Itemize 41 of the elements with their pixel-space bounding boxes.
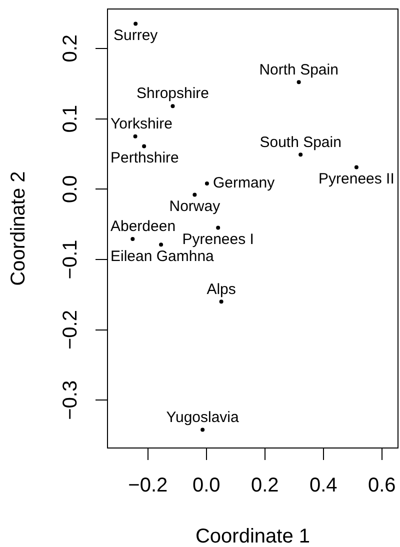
data-label: Pyrenees II xyxy=(318,170,394,188)
point xyxy=(216,226,220,230)
point xyxy=(130,237,135,242)
x-tick-label: 0.4 xyxy=(309,474,338,497)
point xyxy=(170,104,175,108)
data-label: Yugoslavia xyxy=(166,408,240,426)
data-label: Germany xyxy=(212,174,276,192)
x-tick-label: 0.2 xyxy=(250,474,279,497)
y-tick-label: 0.2 xyxy=(59,34,82,62)
data-label: Perthshire xyxy=(110,149,179,166)
data-label: Pyrenees I xyxy=(182,230,254,248)
point xyxy=(200,428,205,432)
y-tick-label: −0.2 xyxy=(59,310,82,350)
data-label: South Spain xyxy=(260,134,342,151)
y-tick-label: 0.0 xyxy=(59,175,82,204)
point xyxy=(142,144,146,148)
y-tick-label: −0.3 xyxy=(59,380,82,420)
point xyxy=(134,22,138,26)
data-label: North Spain xyxy=(259,61,338,78)
point xyxy=(159,242,164,247)
data-label: Surrey xyxy=(113,26,158,44)
point xyxy=(219,300,224,304)
x-axis-title: Coordinate 1 xyxy=(195,526,310,547)
x-tick-label: 0.0 xyxy=(192,474,220,497)
y-axis-title: Coordinate 2 xyxy=(8,171,30,286)
y-tick-label: −0.1 xyxy=(59,240,82,280)
point xyxy=(204,181,209,186)
point xyxy=(192,192,197,197)
data-label: Alps xyxy=(206,280,236,298)
point xyxy=(296,80,301,84)
x-tick-label: 0.6 xyxy=(368,474,396,497)
data-label: Norway xyxy=(169,198,221,215)
x-tick-label: −0.2 xyxy=(128,474,168,497)
data-label: Eilean Gamhna xyxy=(110,248,215,265)
data-label: Aberdeen xyxy=(110,218,176,236)
data-label: Shropshire xyxy=(136,85,210,102)
point xyxy=(354,165,358,170)
point xyxy=(133,134,138,138)
point xyxy=(298,152,303,157)
y-tick-label: 0.1 xyxy=(59,104,82,133)
data-label: Yorkshire xyxy=(110,115,172,132)
